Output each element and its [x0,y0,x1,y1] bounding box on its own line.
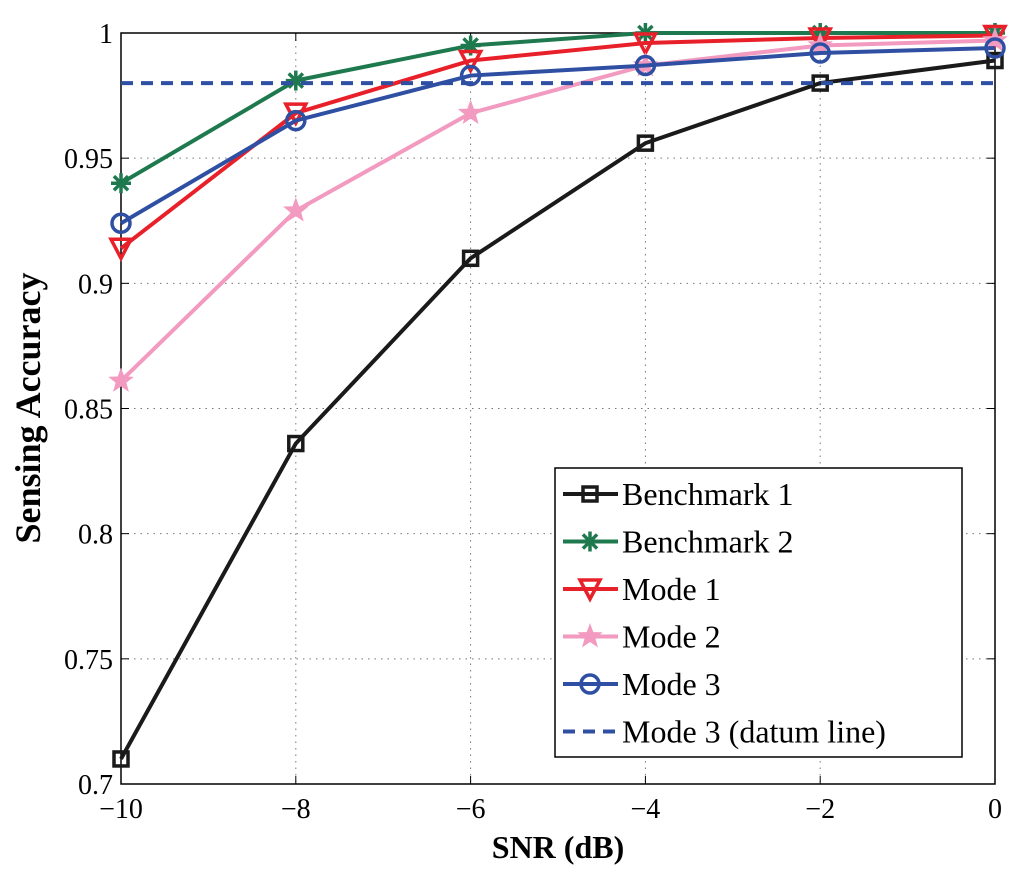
marker-circle [110,212,132,235]
y-tick-label: 0.75 [64,645,113,676]
ticks: −10 −8 −6 −4 −2 0 0.7 0.75 0.8 0.85 0.9 0.95 1 [64,19,1002,825]
marker-square [986,51,1004,70]
marker-star [108,367,134,392]
legend-entry: Mode 3 [563,666,721,702]
marker-triangle [577,578,603,603]
marker-triangle [982,24,1008,50]
series-mode-3 [110,37,1006,235]
legend-label: Mode 3 [622,666,721,702]
y-tick-label: 0.95 [64,144,113,175]
legend-entry: Benchmark 1 [563,476,794,512]
series-group [108,23,1008,768]
series-line [119,31,995,185]
series-line [119,38,996,383]
marker-star [577,623,603,648]
x-tick-label: 0 [988,794,1002,825]
legend-entry: Mode 2 [563,619,721,655]
series-mode-1 [108,24,1008,263]
marker-square [287,434,305,453]
legend-label: Mode 1 [622,571,721,607]
legend-label: Mode 3 (datum line) [622,714,886,750]
marker-triangle [632,32,659,57]
legend-label: Mode 2 [622,619,721,655]
legend-entry: Benchmark 2 [563,524,794,560]
marker-star [457,99,484,124]
x-tick-label: −4 [631,794,661,825]
marker-circle [285,109,307,132]
x-axis-label: SNR (dB) [492,829,624,865]
marker-triangle [807,27,834,52]
legend-box [554,467,963,758]
marker-circle [579,673,601,695]
marker-triangle [457,49,484,75]
marker-circle [984,37,1006,59]
y-tick-label: 0.7 [78,770,113,801]
marker-stroke [287,72,305,89]
marker-circle [809,42,831,64]
marker-square [461,249,480,268]
marker-stroke [581,533,599,550]
marker-square [112,750,130,768]
marker-asterisk [580,531,600,552]
marker-stroke [112,174,130,192]
series-line [119,58,996,760]
legend: Benchmark 1 Benchmark 2 Mode 1 Mode 2 Mode 3… [554,467,963,758]
x-tick-label: −6 [456,794,486,825]
legend-label: Benchmark 1 [622,476,794,512]
marker-triangle [108,237,134,263]
y-tick-label: 0.85 [64,395,113,426]
marker-square [581,485,599,503]
y-axis-label: Sensing Accuracy [8,272,48,543]
x-tick-label: −2 [805,794,835,825]
series-line [119,46,996,225]
x-tick-label: −10 [99,794,143,825]
marker-square [636,134,655,152]
marker-star [283,197,309,222]
series-line [119,33,996,250]
marker-asterisk [111,173,131,194]
marker-asterisk [285,70,306,91]
x-tick-label: −8 [281,794,311,825]
series-benchmark-1 [112,51,1004,768]
legend-label: Benchmark 2 [622,524,794,560]
y-tick-label: 0.8 [78,520,113,551]
legend-entry: Mode 1 [563,571,721,607]
legend-entry: Mode 3 (datum line) [563,714,886,750]
marker-circle [634,54,657,77]
y-tick-label: 0.9 [78,269,113,300]
y-tick-label: 1 [99,19,113,50]
series-benchmark-2 [111,23,1005,194]
